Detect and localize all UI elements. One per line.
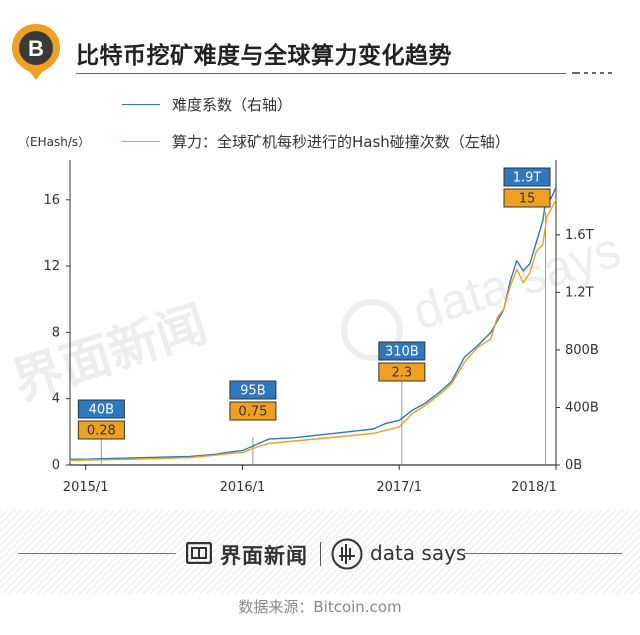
left-axis-tick-label: 4 bbox=[52, 392, 60, 407]
difficulty-value-label: 310B bbox=[385, 345, 419, 360]
difficulty-value-label: 95B bbox=[240, 384, 265, 399]
jiemian-brand-text: 界面新闻 bbox=[220, 544, 308, 568]
legend-swatch-hashrate bbox=[122, 141, 160, 142]
watermark-jiemian: 界面新闻 bbox=[6, 294, 214, 411]
title-dash bbox=[584, 72, 588, 74]
data-says-brand-text: data says bbox=[370, 541, 467, 565]
hashrate-value-badge bbox=[503, 188, 551, 208]
right-axis-tick-label: 800B bbox=[565, 343, 599, 358]
x-axis-tick-label: 2018/1 bbox=[511, 480, 557, 495]
difficulty-series-line bbox=[70, 187, 557, 460]
hashrate-value-label: 0.28 bbox=[87, 424, 116, 439]
hashrate-value-label: 15 bbox=[519, 192, 536, 207]
title-underline bbox=[76, 73, 566, 74]
right-axis-tick-label: 0B bbox=[565, 458, 582, 473]
data-says-logo-icon bbox=[331, 538, 363, 570]
hashrate-series-line bbox=[69, 199, 557, 462]
data-source-note: 数据来源：Bitcoin.com bbox=[238, 598, 402, 616]
footer-rule-left bbox=[18, 553, 176, 554]
title-dash bbox=[572, 72, 580, 74]
left-axis-tick-label: 16 bbox=[43, 193, 60, 208]
watermark-logo bbox=[341, 299, 403, 361]
title-dash bbox=[600, 72, 604, 74]
chart-title: 比特币挖矿难度与全球算力变化趋势 bbox=[76, 43, 452, 69]
difficulty-value-badge bbox=[503, 167, 551, 187]
difficulty-value-badge bbox=[378, 341, 426, 361]
hashrate-value-badge bbox=[378, 362, 426, 382]
legend-swatch-difficulty bbox=[122, 104, 160, 105]
right-axis-tick-label: 400B bbox=[565, 400, 599, 415]
left-axis-unit-label: （EHash/s） bbox=[18, 135, 91, 149]
legend-label-difficulty: 难度系数（右轴） bbox=[172, 96, 293, 114]
right-axis-tick-label: 1.2T bbox=[565, 285, 594, 300]
left-axis-tick-label: 0 bbox=[52, 458, 60, 473]
footer-rule-right bbox=[464, 553, 622, 554]
bitcoin-badge-icon: B bbox=[12, 24, 60, 80]
title-dash bbox=[608, 72, 612, 74]
watermark-data-says: data says bbox=[406, 221, 627, 340]
brand-divider bbox=[320, 542, 321, 566]
difficulty-value-label: 1.9T bbox=[513, 171, 542, 186]
bitcoin-symbol: B bbox=[28, 36, 44, 61]
hashrate-value-badge bbox=[77, 420, 125, 440]
jiemian-logo-icon bbox=[186, 542, 212, 564]
difficulty-value-badge bbox=[229, 380, 277, 400]
x-axis-tick-label: 2016/1 bbox=[220, 480, 266, 495]
hashrate-value-badge bbox=[229, 401, 277, 421]
difficulty-value-label: 40B bbox=[89, 403, 114, 418]
right-axis-tick-label: 1.6T bbox=[565, 228, 594, 243]
hashrate-value-label: 0.75 bbox=[238, 405, 267, 420]
hashrate-value-label: 2.3 bbox=[391, 366, 412, 381]
left-axis-tick-label: 8 bbox=[52, 325, 60, 340]
x-axis-tick-label: 2015/1 bbox=[63, 480, 109, 495]
line-chart: 界面新闻 data says 0 4 8 12 16 0B 400B 800B 1.2T 1.6T 20… bbox=[6, 160, 627, 495]
title-dash bbox=[592, 72, 596, 74]
x-axis-tick-label: 2017/1 bbox=[376, 480, 422, 495]
chart-header: B 比特币挖矿难度与全球算力变化趋势 bbox=[0, 0, 640, 90]
difficulty-value-badge bbox=[77, 399, 125, 419]
legend-label-hashrate: 算力：全球矿机每秒进行的Hash碰撞次数（左轴） bbox=[172, 133, 510, 151]
left-axis-tick-label: 12 bbox=[43, 259, 60, 274]
